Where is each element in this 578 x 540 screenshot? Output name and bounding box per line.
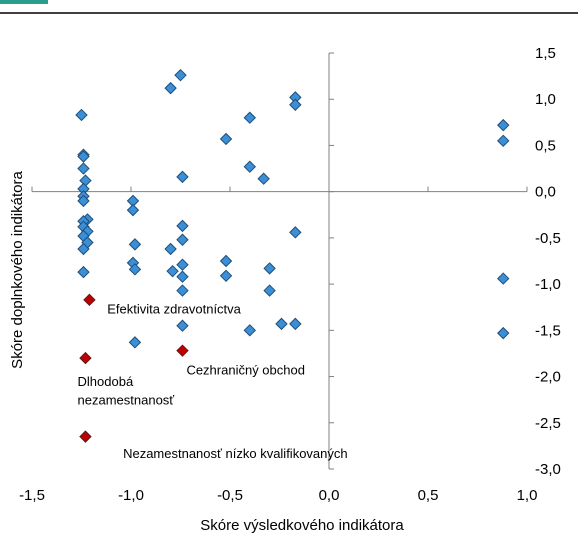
data-marker	[128, 263, 142, 276]
axes: -1,5 -1,0 -0,5 0,0 0,5 1,0 1,5 1,0 0,5 0,0 -0,5 -1,…	[9, 45, 561, 534]
data-marker	[164, 242, 177, 256]
x-axis-title: Skóre výsledkového indikátora	[200, 517, 404, 534]
data-marker	[128, 336, 142, 349]
y-tick-label: -0,5	[535, 230, 561, 247]
data-marker	[79, 174, 92, 187]
data-marker	[243, 160, 257, 173]
data-marker	[497, 134, 510, 148]
data-marker	[263, 284, 276, 297]
data-marker	[176, 270, 189, 283]
data-marker	[243, 111, 257, 124]
data-marker	[174, 68, 187, 82]
x-tick-label: 1,0	[517, 487, 538, 504]
data-marker	[263, 262, 276, 275]
data-marker	[75, 108, 88, 122]
data-marker	[166, 264, 179, 278]
highlight-marker	[83, 293, 96, 307]
y-tick-label: -1,5	[535, 322, 561, 339]
data-marker	[289, 226, 302, 239]
data-marker	[289, 98, 302, 111]
data-marker	[176, 319, 189, 332]
x-tick-label: -0,5	[217, 487, 243, 504]
annotation-label: Dlhodobá	[78, 374, 134, 389]
y-tick-label: -1,0	[535, 276, 561, 293]
y-tick-label: -2,5	[535, 415, 561, 432]
annotation-label: Nezamestnanosť nízko kvalifikovaných	[123, 446, 348, 461]
chart-labels: Efektivita zdravotníctva Cezhraničný obch…	[78, 302, 348, 461]
x-tick-label: 0,5	[418, 487, 439, 504]
data-marker	[289, 317, 302, 331]
data-marker	[497, 118, 510, 132]
annotation-label: Cezhraničný obchod	[186, 363, 305, 378]
data-marker	[77, 150, 90, 163]
data-points	[75, 68, 510, 443]
y-tick-label: 1,0	[535, 91, 556, 108]
data-marker	[243, 324, 257, 337]
data-marker	[497, 272, 510, 285]
data-marker	[77, 265, 90, 279]
data-marker	[126, 203, 140, 217]
data-marker	[176, 284, 189, 297]
annotation-label: Efektivita zdravotníctva	[107, 302, 241, 317]
data-marker	[497, 326, 510, 340]
data-marker	[176, 219, 189, 233]
data-marker	[257, 172, 270, 185]
data-marker	[219, 269, 233, 282]
data-marker	[128, 238, 142, 251]
x-tick-label: -1,0	[118, 487, 144, 504]
data-marker	[275, 317, 288, 331]
data-marker	[219, 132, 233, 146]
annotation-label: nezamestnanosť	[78, 392, 175, 407]
data-marker	[176, 258, 189, 271]
y-tick-label: -2,0	[535, 369, 561, 386]
x-tick-label: -1,5	[19, 487, 45, 504]
data-marker	[77, 194, 90, 208]
y-tick-label: 0,0	[535, 184, 556, 201]
highlight-marker	[79, 430, 92, 443]
data-marker	[176, 170, 189, 184]
data-marker	[219, 254, 233, 268]
x-tick-label: 0,0	[319, 487, 340, 504]
data-marker	[164, 81, 177, 95]
data-marker	[77, 242, 90, 256]
y-axis-title: Skóre doplnkového indikátora	[9, 171, 26, 369]
y-tick-label: -3,0	[535, 461, 561, 478]
highlight-marker	[79, 351, 92, 365]
data-marker	[176, 233, 189, 246]
highlight-marker	[176, 344, 189, 357]
y-tick-label: 1,5	[535, 45, 556, 62]
y-tick-label: 0,5	[535, 137, 556, 154]
data-marker	[77, 162, 90, 175]
